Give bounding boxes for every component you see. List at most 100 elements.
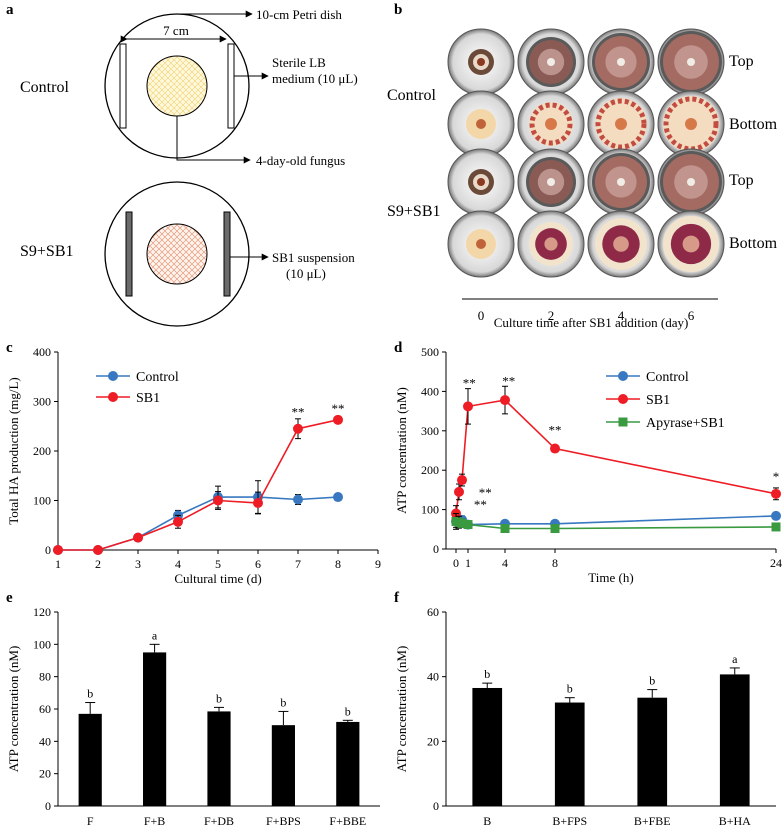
bar	[207, 711, 231, 806]
significance-letter: b	[649, 674, 655, 688]
y-tick-label: 500	[421, 345, 439, 359]
bar-f-db: b F+DB	[204, 691, 234, 828]
y-tick-label: 400	[33, 345, 51, 359]
callout-dish: 10-cm Petri dish	[256, 7, 342, 22]
data-point	[771, 488, 781, 499]
y-tick-label: 0	[433, 799, 439, 813]
significance-mark: **	[292, 404, 305, 419]
plate-control-bottom-day4	[587, 90, 655, 158]
callout-lb-line1: Sterile LB	[272, 55, 326, 70]
y-tick-label: 0	[45, 799, 51, 813]
fungus-colony-control	[146, 55, 208, 117]
legend-entry: SB1	[606, 393, 670, 408]
bar-b-fbe: b B+FBE	[634, 674, 671, 828]
significance-mark: **	[474, 497, 487, 512]
plate-s9-top-day2	[517, 148, 585, 216]
panel-label-b: b	[394, 2, 402, 18]
x-tick-label: 24	[770, 556, 782, 570]
series-control	[53, 480, 343, 555]
data-point	[463, 520, 473, 530]
plate-s9-bottom-day2	[517, 210, 585, 278]
bar	[637, 697, 668, 806]
data-point	[454, 486, 464, 497]
x-tick-label: 4	[502, 556, 508, 570]
bar-b: bB	[472, 667, 503, 828]
legend-entry: Control	[96, 370, 179, 385]
x-tick-label: B+FPS	[552, 814, 587, 828]
data-point	[93, 545, 103, 555]
significance-letter: a	[732, 652, 738, 666]
b-row-label-control: Control	[387, 87, 436, 104]
plate-control-top-day4	[587, 28, 655, 96]
data-point	[463, 401, 473, 412]
bar	[472, 687, 503, 806]
y-tick-label: 40	[427, 670, 439, 684]
data-point	[500, 395, 510, 406]
culture-plates	[447, 28, 725, 278]
lb-strip-left	[119, 43, 127, 129]
plate-s9-top-day4	[587, 148, 655, 216]
legend-label: Apyrase+SB1	[646, 416, 725, 431]
data-point	[293, 423, 303, 434]
data-point	[133, 532, 143, 543]
significance-letter: b	[484, 667, 490, 681]
series-sb1	[451, 385, 781, 522]
y-tick-label: 20	[427, 734, 439, 748]
legend-label: SB1	[136, 391, 160, 406]
b-side-bottom-2: Bottom	[729, 235, 778, 252]
data-point	[500, 524, 510, 534]
panel-d: d 0 100 200 300 400 500 ATP concentration (nM)…	[394, 340, 782, 585]
x-tick-label: F+BPS	[266, 814, 301, 828]
significance-mark: **	[332, 401, 345, 416]
plate-control-top-day0	[447, 28, 515, 96]
data-point	[253, 497, 263, 508]
x-tick-label: 5	[215, 557, 221, 571]
b-side-bottom-1: Bottom	[729, 116, 778, 133]
y-axis-label: ATP concentration (nM)	[394, 646, 409, 773]
panel-label-c: c	[6, 340, 13, 356]
dimension-label: 7 cm	[163, 23, 189, 38]
b-side-top-2: Top	[729, 172, 754, 189]
bar	[78, 713, 102, 806]
x-tick-label: 8	[335, 557, 341, 571]
plate-s9-bottom-day0	[447, 210, 515, 278]
y-tick-label: 300	[421, 424, 439, 438]
x-tick-label: 4	[175, 557, 181, 571]
bar-f: bF	[78, 687, 102, 828]
legend-entry: Control	[606, 370, 689, 385]
panel-label-f: f	[394, 590, 400, 606]
y-tick-label: 100	[33, 494, 51, 508]
y-axis-label: ATP concentration (nM)	[6, 646, 21, 773]
y-tick-label: 0	[45, 543, 51, 557]
data-point	[771, 510, 781, 521]
x-axis-label: Time (h)	[588, 570, 633, 585]
series-apyrase-sb1	[451, 513, 781, 534]
significance-mark: **	[463, 375, 476, 390]
significance-mark: **	[502, 373, 515, 388]
bar-f-b: a F+B	[143, 628, 167, 828]
significance-mark: **	[479, 485, 492, 500]
row-label-s9sb1: S9+SB1	[20, 243, 74, 260]
plate-s9-bottom-day6	[657, 210, 725, 278]
sb1-strip-right	[223, 211, 231, 297]
series-line	[58, 419, 339, 551]
row-label-control: Control	[20, 79, 69, 96]
x-tick-label: B+FBE	[634, 814, 671, 828]
data-point	[457, 518, 467, 528]
y-tick-label: 0	[433, 542, 439, 556]
legend-label: Control	[646, 370, 689, 385]
y-tick-label: 300	[33, 395, 51, 409]
y-tick-label: 60	[427, 605, 439, 619]
y-tick-label: 200	[33, 444, 51, 458]
x-tick-label: 8	[552, 556, 558, 570]
y-tick-label: 20	[39, 767, 51, 781]
panel-label-e: e	[6, 590, 13, 606]
x-tick-label: 1	[55, 557, 61, 571]
significance-mark: **	[549, 423, 562, 438]
y-tick-label: 80	[39, 670, 51, 684]
legend-label: SB1	[646, 393, 670, 408]
bar	[719, 674, 750, 806]
b-day-4: 4	[618, 308, 625, 323]
plate-control-top-day2	[517, 28, 585, 96]
